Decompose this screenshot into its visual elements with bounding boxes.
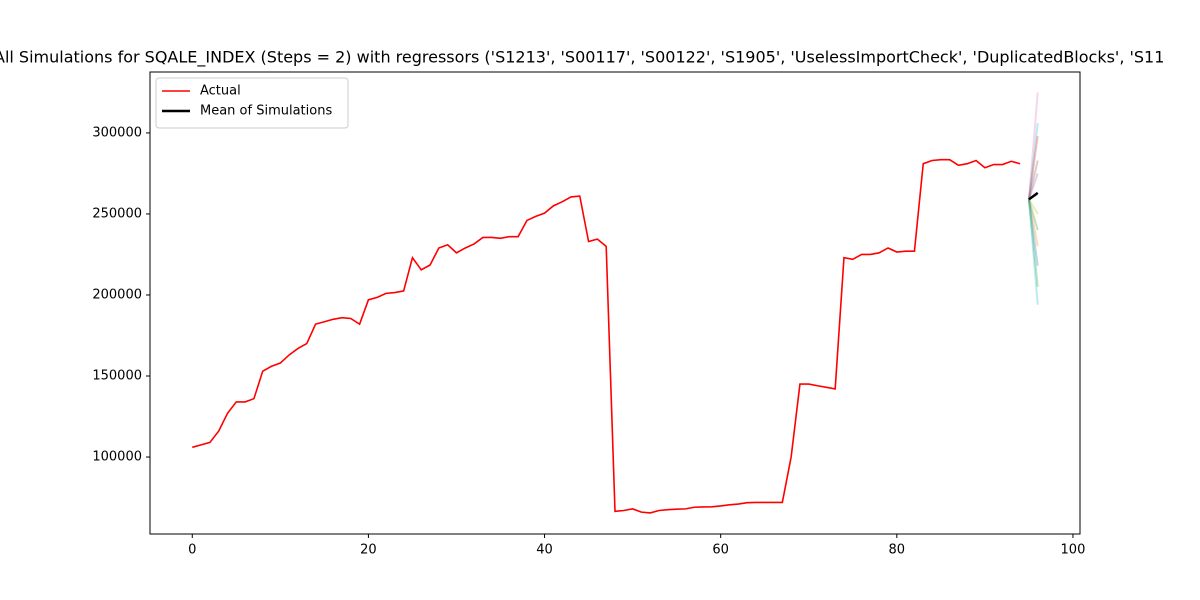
series-line (1028, 191, 1039, 201)
simulation-line (1028, 198, 1039, 215)
plot-frame (149, 71, 1081, 535)
simulation-line (1027, 123, 1039, 200)
y-tick-label: 250000 (92, 206, 142, 221)
simulation-line (1027, 199, 1039, 231)
simulation-line (1027, 199, 1039, 287)
simulation-line (1027, 199, 1039, 266)
simulation-line (1027, 160, 1039, 200)
x-tick-label: 100 (1061, 543, 1086, 558)
y-tick-label: 300000 (92, 125, 142, 140)
legend-label: Mean of Simulations (200, 104, 332, 119)
simulation-line (1027, 92, 1039, 200)
x-tick-label: 0 (188, 543, 196, 558)
legend-label: Actual (200, 84, 241, 99)
series-line (192, 158, 1021, 514)
x-tick-label: 60 (712, 543, 729, 558)
simulation-line (1027, 199, 1039, 247)
x-tick-label: 80 (889, 543, 906, 558)
chart-title: All Simulations for SQALE_INDEX (Steps =… (0, 48, 1164, 68)
y-tick-label: 150000 (92, 369, 142, 384)
y-tick-label: 200000 (92, 287, 142, 302)
legend-box (155, 77, 349, 129)
y-tick-label: 100000 (92, 450, 142, 465)
simulation-line (1027, 173, 1039, 200)
x-tick-label: 40 (536, 543, 553, 558)
simulation-line (1027, 136, 1039, 200)
simulation-line (1027, 199, 1039, 305)
x-tick-label: 20 (360, 543, 377, 558)
